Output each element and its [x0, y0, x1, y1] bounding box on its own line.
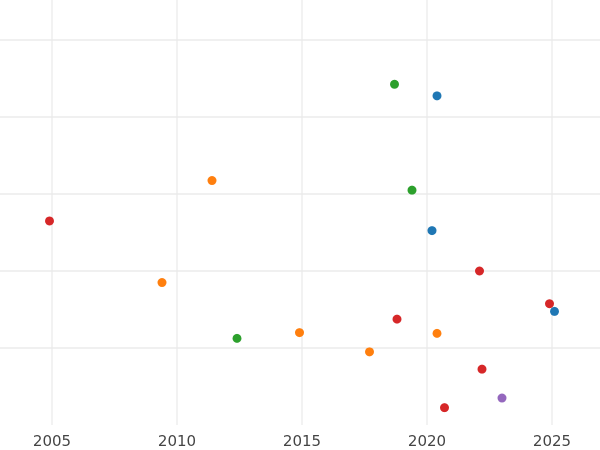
data-point-series-3	[390, 79, 399, 89]
data-point-series-2	[207, 176, 217, 186]
data-point-series-4	[475, 266, 484, 276]
x-tick-label: 2020	[408, 432, 446, 450]
x-tick-label: 2015	[283, 432, 321, 450]
data-point-series-4	[440, 403, 449, 413]
data-point-series-2	[365, 347, 374, 357]
data-point-series-3	[407, 185, 417, 195]
data-point-series-3	[232, 333, 242, 343]
data-point-series-4	[45, 216, 54, 226]
y-gridlines	[0, 39, 600, 349]
x-tick-labels: 2005 2010 2015 2020 2025	[33, 432, 571, 450]
data-points	[45, 79, 559, 413]
data-point-series-2	[295, 328, 304, 338]
data-point-series-4	[477, 364, 487, 374]
x-tick-label: 2005	[33, 432, 71, 450]
data-point-series-1	[427, 226, 437, 236]
data-point-series-2	[157, 278, 167, 288]
data-point-series-4	[392, 314, 402, 324]
x-tick-label: 2025	[533, 432, 571, 450]
data-point-series-4	[545, 299, 554, 309]
data-point-series-2	[432, 328, 442, 338]
data-point-series-5	[497, 393, 507, 403]
data-point-series-1	[550, 306, 559, 316]
x-gridlines	[51, 0, 553, 425]
data-point-series-1	[432, 91, 442, 101]
x-tick-label: 2010	[158, 432, 196, 450]
